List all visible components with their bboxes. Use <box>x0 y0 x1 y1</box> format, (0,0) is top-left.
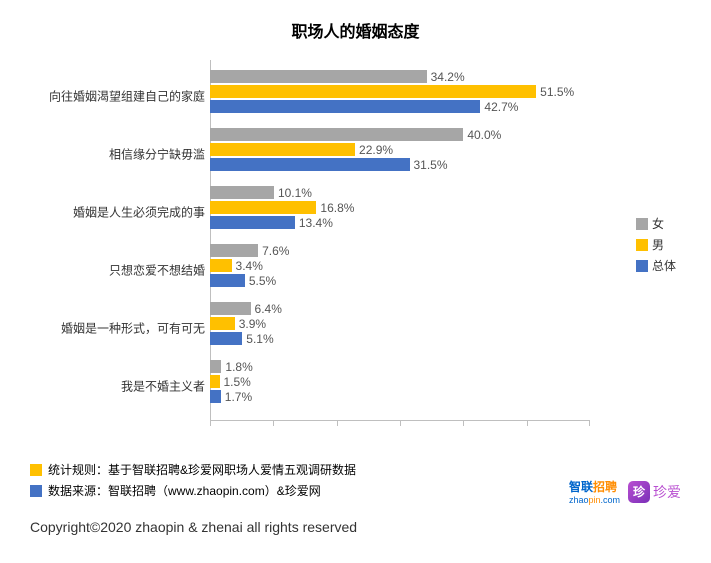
logo-zhaopin: 智联招聘 zhaopin.com <box>569 478 620 505</box>
legend-item: 女 <box>636 215 676 232</box>
note-source-swatch <box>30 485 42 497</box>
bar-male: 1.5% <box>210 375 220 388</box>
bar-value-label: 51.5% <box>540 85 574 99</box>
chart-row: 婚姻是一种形式，可有可无6.4%3.9%5.1% <box>30 300 590 355</box>
bar-group: 1.8% 1.5% 1.7% <box>210 360 221 405</box>
bar-total: 5.1% <box>210 332 242 345</box>
bar-group: 40.0%22.9%31.5% <box>210 128 463 173</box>
bar-value-label: 1.5% <box>224 375 251 389</box>
bar-male: 22.9% <box>210 143 355 156</box>
chart-row: 婚姻是人生必须完成的事10.1%16.8%13.4% <box>30 184 590 239</box>
chart-row: 向往婚姻渴望组建自己的家庭34.2%51.5%42.7% <box>30 68 590 123</box>
bar-value-label: 10.1% <box>278 186 312 200</box>
bar-male: 51.5% <box>210 85 536 98</box>
category-label: 婚姻是一种形式，可有可无 <box>61 319 205 336</box>
bar-value-label: 13.4% <box>299 216 333 230</box>
legend-swatch <box>636 260 648 272</box>
legend-item: 男 <box>636 236 676 253</box>
chart-row: 相信缘分宁缺毋滥40.0%22.9%31.5% <box>30 126 590 181</box>
legend: 女男总体 <box>636 215 676 278</box>
zhenai-icon: 珍 <box>628 481 650 503</box>
category-label: 我是不婚主义者 <box>121 377 205 394</box>
note-source: 数据来源：智联招聘（www.zhaopin.com）&珍爱网 <box>30 482 356 499</box>
legend-label: 总体 <box>652 257 676 274</box>
zhaopin-domain-3: .com <box>600 495 620 505</box>
category-label: 婚姻是人生必须完成的事 <box>73 203 205 220</box>
chart-area: 向往婚姻渴望组建自己的家庭34.2%51.5%42.7%相信缘分宁缺毋滥40.0… <box>30 60 590 440</box>
note-rule-text: 统计规则：基于智联招聘&珍爱网职场人爱情五观调研数据 <box>48 461 356 478</box>
bar-value-label: 5.5% <box>249 274 276 288</box>
bar-total: 31.5% <box>210 158 410 171</box>
legend-label: 男 <box>652 236 664 253</box>
bar-value-label: 31.5% <box>414 158 448 172</box>
x-axis-line <box>210 420 590 421</box>
bar-female: 40.0% <box>210 128 463 141</box>
category-label: 相信缘分宁缺毋滥 <box>109 145 205 162</box>
note-rule-swatch <box>30 464 42 476</box>
bar-female: 1.8% <box>210 360 221 373</box>
zhaopin-domain-2: pin <box>588 495 600 505</box>
bar-total: 13.4% <box>210 216 295 229</box>
bar-male: 16.8% <box>210 201 316 214</box>
zhaopin-domain-1: zhao <box>569 495 589 505</box>
bar-value-label: 3.4% <box>236 259 263 273</box>
logos: 智联招聘 zhaopin.com 珍 珍爱 <box>569 478 681 505</box>
bar-value-label: 3.9% <box>239 317 266 331</box>
bar-male: 3.4% <box>210 259 232 272</box>
bar-group: 34.2%51.5%42.7% <box>210 70 536 115</box>
bar-value-label: 42.7% <box>484 100 518 114</box>
legend-label: 女 <box>652 215 664 232</box>
bar-total: 5.5% <box>210 274 245 287</box>
bar-value-label: 7.6% <box>262 244 289 258</box>
bar-female: 34.2% <box>210 70 427 83</box>
logo-zhenai: 珍 珍爱 <box>628 481 681 503</box>
legend-swatch <box>636 218 648 230</box>
chart-row: 只想恋爱不想结婚7.6%3.4%5.5% <box>30 242 590 297</box>
zhaopin-cn2: 招聘 <box>593 480 617 494</box>
note-rule: 统计规则：基于智联招聘&珍爱网职场人爱情五观调研数据 <box>30 461 356 478</box>
chart-row: 我是不婚主义者1.8%1.5%1.7% <box>30 358 590 413</box>
bar-total: 42.7% <box>210 100 480 113</box>
category-label: 向往婚姻渴望组建自己的家庭 <box>49 87 205 104</box>
bar-male: 3.9% <box>210 317 235 330</box>
bar-female: 7.6% <box>210 244 258 257</box>
chart-title: 职场人的婚姻态度 <box>0 0 711 42</box>
bar-value-label: 5.1% <box>246 332 273 346</box>
bar-female: 6.4% <box>210 302 251 315</box>
bar-value-label: 1.7% <box>225 390 252 404</box>
category-label: 只想恋爱不想结婚 <box>109 261 205 278</box>
note-source-text: 数据来源：智联招聘（www.zhaopin.com）&珍爱网 <box>48 482 321 499</box>
bar-value-label: 40.0% <box>467 128 501 142</box>
bar-total: 1.7% <box>210 390 221 403</box>
legend-swatch <box>636 239 648 251</box>
bar-value-label: 34.2% <box>431 70 465 84</box>
footer-notes: 统计规则：基于智联招聘&珍爱网职场人爱情五观调研数据 数据来源：智联招聘（www… <box>30 457 356 499</box>
bar-value-label: 1.8% <box>225 360 252 374</box>
legend-item: 总体 <box>636 257 676 274</box>
zhaopin-cn1: 智联 <box>569 480 593 494</box>
copyright: Copyright©2020 zhaopin & zhenai all righ… <box>30 519 357 535</box>
bar-female: 10.1% <box>210 186 274 199</box>
bar-value-label: 16.8% <box>320 201 354 215</box>
bar-group: 6.4% 3.9% 5.1% <box>210 302 251 347</box>
bar-value-label: 22.9% <box>359 143 393 157</box>
bar-group: 7.6% 3.4% 5.5% <box>210 244 258 289</box>
bar-value-label: 6.4% <box>255 302 282 316</box>
zhenai-text: 珍爱 <box>653 482 681 502</box>
bar-group: 10.1%16.8%13.4% <box>210 186 316 231</box>
